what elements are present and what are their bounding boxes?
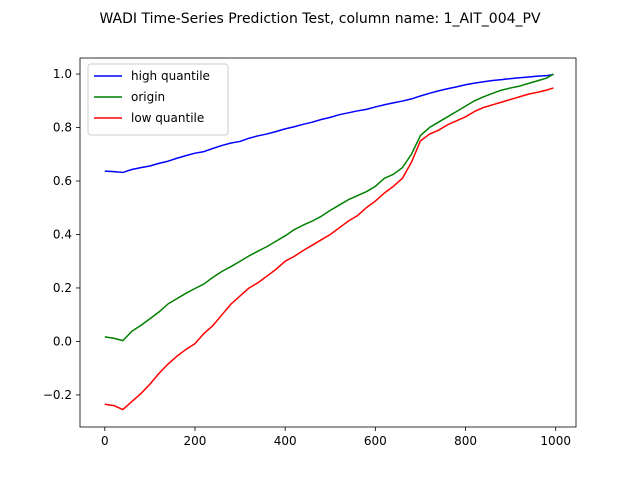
series-line-2 xyxy=(104,73,554,342)
y-tick-label: 1.0 xyxy=(53,67,72,81)
x-tick-label: 400 xyxy=(274,434,297,448)
y-tick-label: 0.0 xyxy=(53,334,72,348)
y-tick-label: 0.6 xyxy=(53,174,72,188)
x-tick-label: 200 xyxy=(184,434,207,448)
chart-title: WADI Time-Series Prediction Test, column… xyxy=(99,11,540,27)
legend-label: origin xyxy=(131,90,165,104)
y-tick-label: 0.4 xyxy=(53,227,72,241)
y-tick-label: 0.8 xyxy=(53,121,72,135)
x-tick-label: 600 xyxy=(364,434,387,448)
y-tick-label: 0.2 xyxy=(53,281,72,295)
series-line-3 xyxy=(104,87,554,411)
legend-label: low quantile xyxy=(131,111,204,125)
x-tick-label: 0 xyxy=(101,434,109,448)
y-tick-label: −0.2 xyxy=(43,388,72,402)
series-line-1 xyxy=(104,73,554,174)
legend-label: high quantile xyxy=(131,69,210,83)
x-tick-label: 1000 xyxy=(540,434,571,448)
plot-frame xyxy=(79,57,577,428)
legend-box xyxy=(87,63,229,136)
x-tick-label: 800 xyxy=(454,434,477,448)
